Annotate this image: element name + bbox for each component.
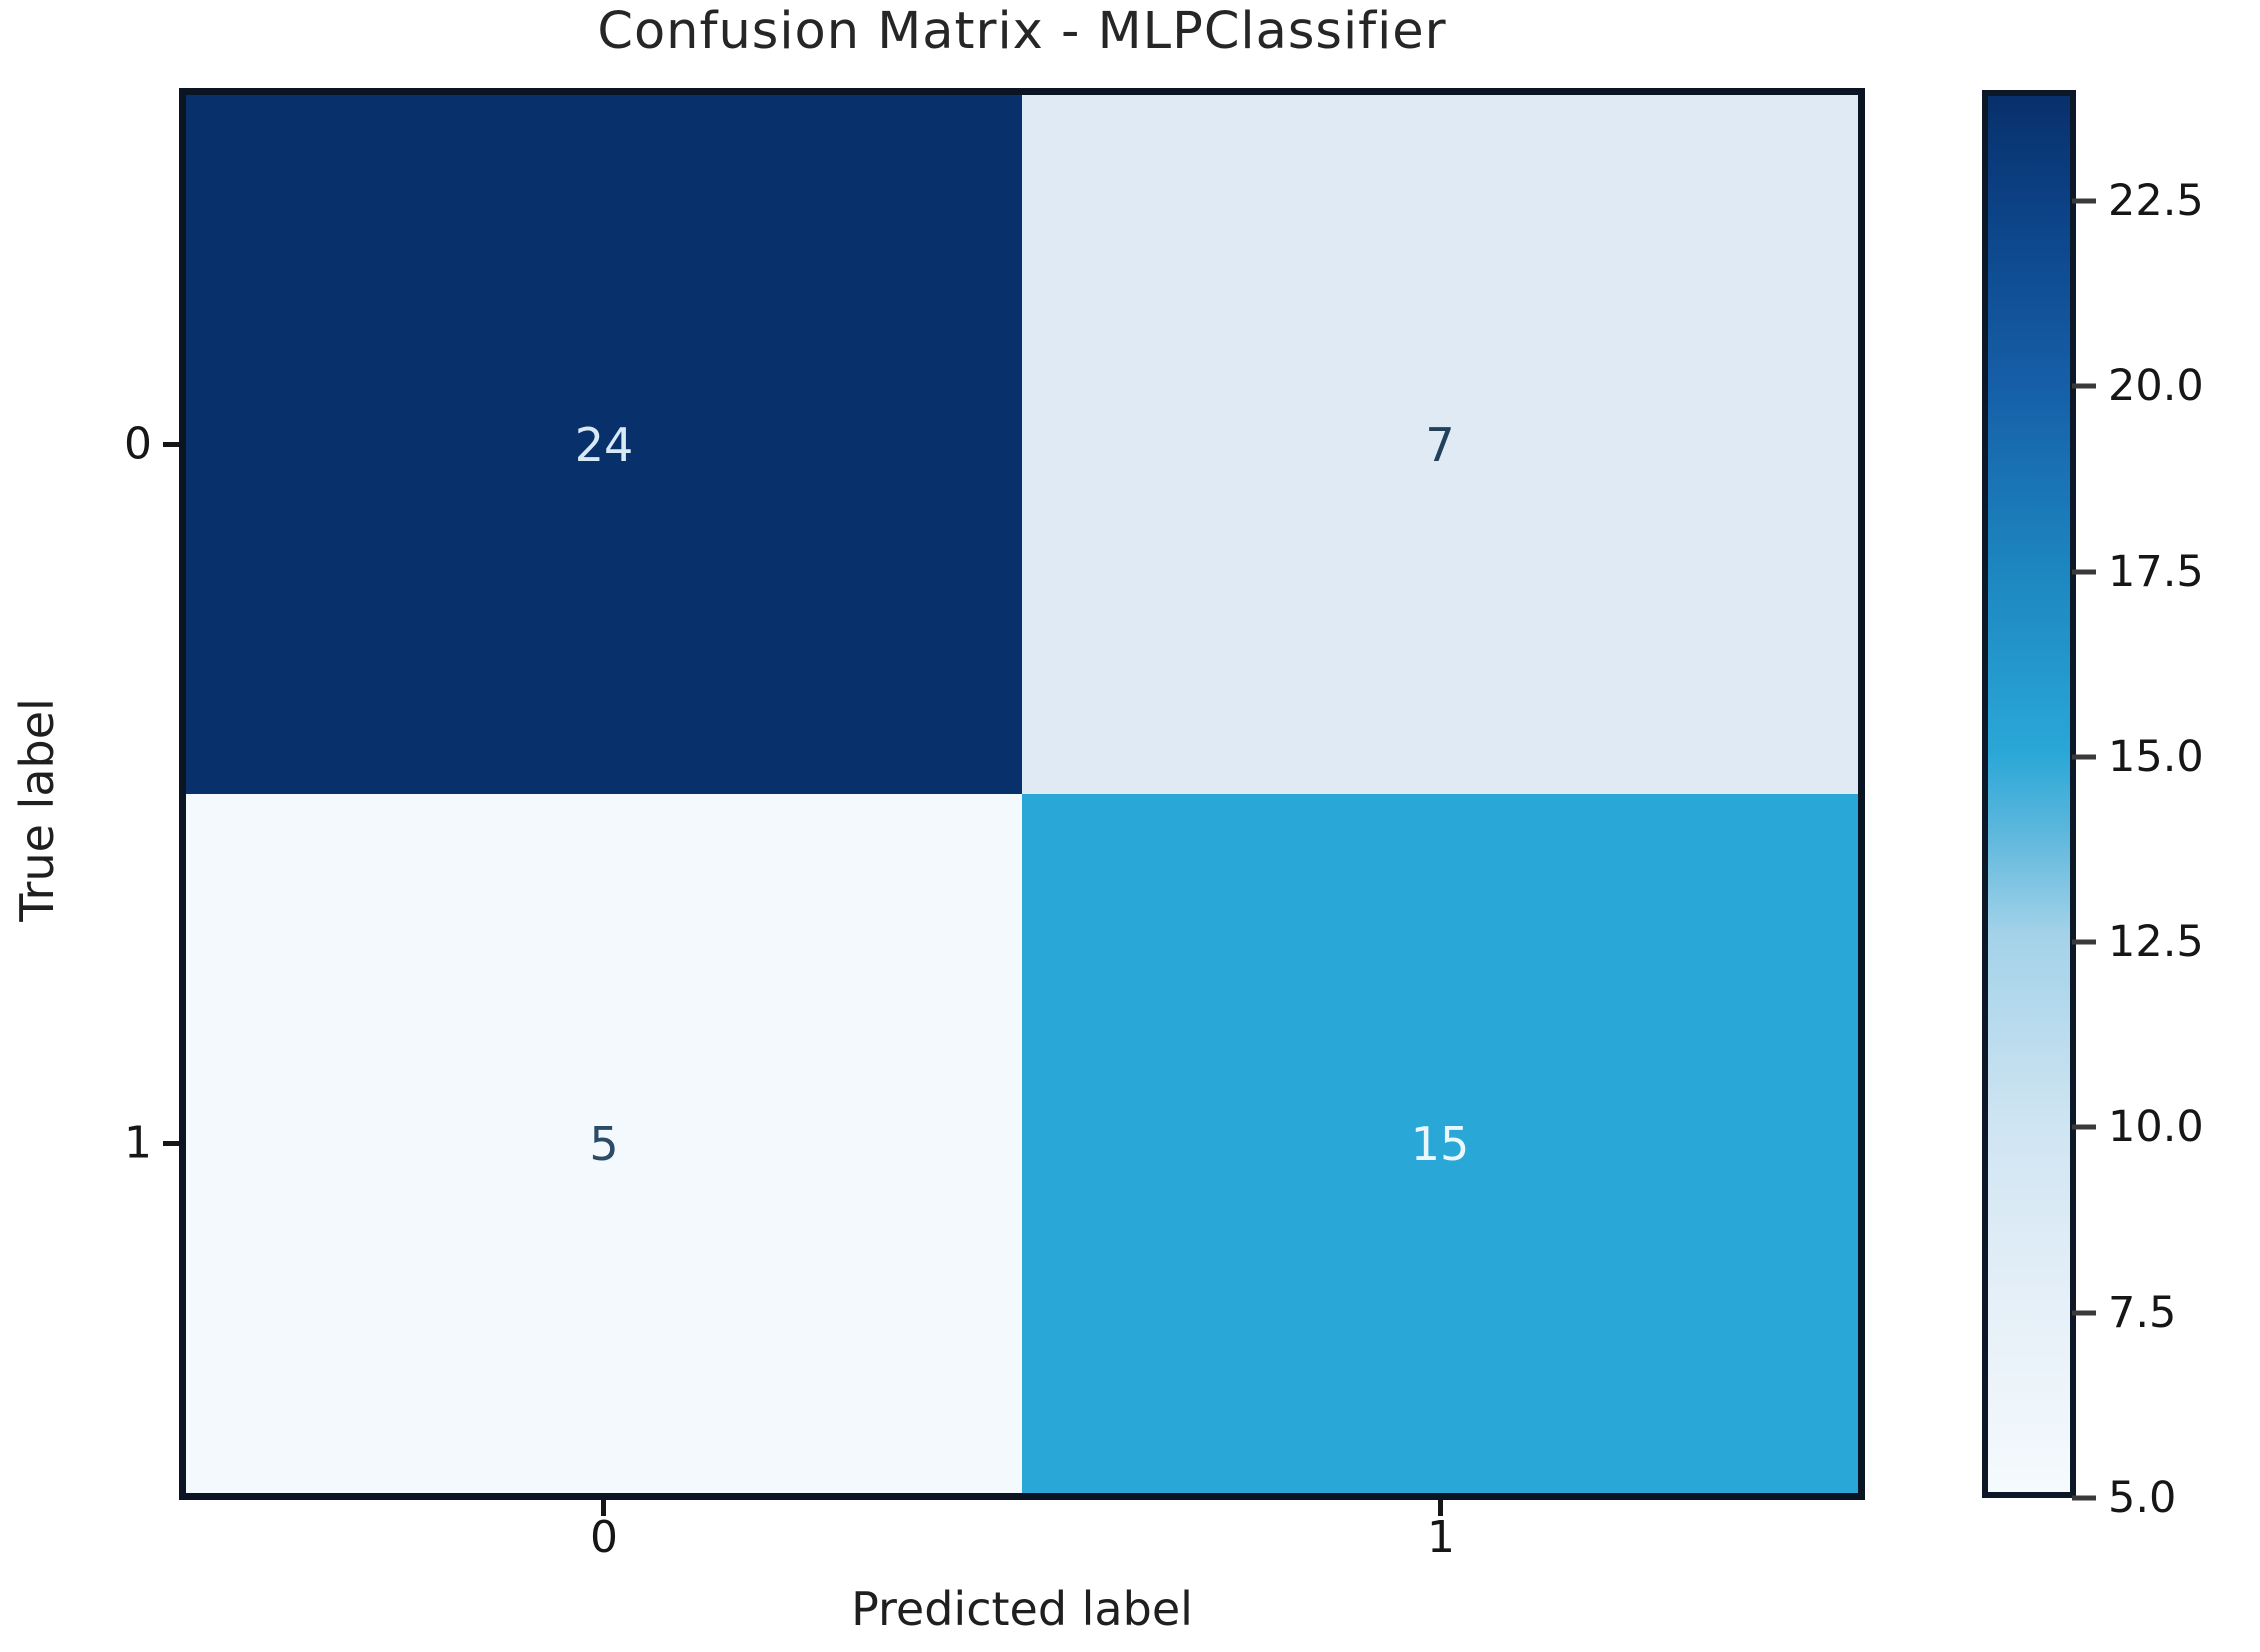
x-tick-label-0: 0: [590, 1512, 618, 1563]
colorbar-tick-label: 7.5: [2108, 1287, 2177, 1338]
x-tick-label-1: 1: [1427, 1512, 1455, 1563]
chart-title: Confusion Matrix - MLPClassifier: [597, 2, 1447, 61]
colorbar-tick-label: 20.0: [2108, 361, 2204, 412]
colorbar-tickmark: [2072, 569, 2096, 575]
colorbar-tickmark: [2072, 198, 2096, 204]
y-axis-label: True label: [10, 698, 64, 922]
heatmap-cell-true0-pred0: 24: [186, 95, 1022, 794]
heatmap-cell-true0-pred1: 7: [1022, 95, 1858, 794]
colorbar-tick-label: 12.5: [2108, 917, 2204, 968]
y-tick-label-0: 0: [124, 418, 152, 470]
heatmap-cell-true1-pred0: 5: [186, 794, 1022, 1493]
colorbar-tick-label: 22.5: [2108, 176, 2204, 227]
colorbar-tick-label: 17.5: [2108, 546, 2204, 597]
heatmap-cell-true1-pred1: 15: [1022, 794, 1858, 1493]
colorbar-tick-label: 5.0: [2108, 1473, 2177, 1523]
cell-value: 15: [1410, 1116, 1470, 1171]
colorbar-tick-label: 15.0: [2108, 731, 2204, 782]
colorbar-tickmark: [2072, 1310, 2096, 1316]
colorbar-tickmark: [2072, 939, 2096, 945]
y-tickmark-1: [163, 1141, 179, 1146]
cell-value: 7: [1425, 417, 1455, 472]
y-tickmark-0: [163, 442, 179, 447]
cell-value: 24: [574, 417, 634, 472]
colorbar-tick-label: 10.0: [2108, 1102, 2204, 1153]
y-tick-label-1: 1: [124, 1117, 152, 1169]
x-tickmark-1: [1438, 1500, 1443, 1516]
x-tickmark-0: [601, 1500, 606, 1516]
colorbar: [1982, 90, 2076, 1498]
colorbar-tickmark: [2072, 1124, 2096, 1130]
x-axis-label: Predicted label: [851, 1582, 1193, 1636]
colorbar-tickmark: [2072, 754, 2096, 760]
cell-value: 5: [589, 1116, 619, 1171]
colorbar-tickmark: [2072, 383, 2096, 389]
heatmap-plot-area: 24 7 5 15: [179, 88, 1865, 1500]
colorbar-tickmark: [2072, 1495, 2096, 1501]
